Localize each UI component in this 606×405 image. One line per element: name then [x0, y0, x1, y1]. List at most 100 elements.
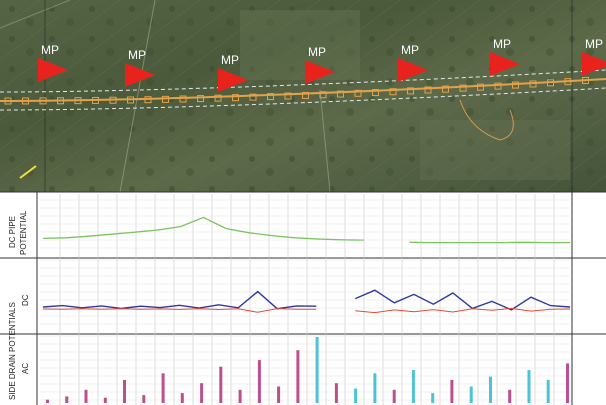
route-point: [442, 85, 449, 93]
side-drain-ac-spike: [546, 379, 550, 403]
side-drain-ac-spike: [469, 386, 473, 403]
side-drain-ac-spike: [123, 379, 126, 403]
mp-label: MP: [585, 37, 603, 51]
side-drain-ac-spike: [238, 389, 242, 403]
route-point: [354, 89, 362, 97]
route-point: [57, 97, 64, 105]
panel-label-dc-pipe-line2: POTENTIAL: [19, 210, 28, 255]
route-point: [22, 97, 29, 105]
dc-pipe-potential-series: [42, 216, 570, 244]
route-point: [214, 94, 222, 102]
panel-label-dc-pipe-line1: DC PIPE: [8, 216, 17, 248]
side-drain-ac-spike: [296, 350, 300, 403]
side-drain-dc-line-secondary: [42, 307, 571, 314]
mile-post-markers: MP MP MP MP MP MP MP: [38, 37, 606, 92]
profile-charts: DC PIPE POTENTIAL SIDE DRAIN POTENTIALS …: [0, 191, 606, 405]
chart-grid: [40, 194, 570, 405]
route-point: [319, 91, 327, 99]
route-point: [529, 80, 537, 88]
side-drain-ac-spike: [334, 383, 338, 403]
side-drain-ac-spike: [354, 388, 358, 403]
route-point: [109, 96, 117, 104]
route-point: [284, 92, 292, 100]
side-drain-ac-spike: [180, 393, 184, 403]
mp-flag-icon: [490, 52, 520, 76]
mp-label: MP: [308, 45, 326, 59]
side-drain-ac-spike: [315, 337, 319, 403]
side-drain-ac-spike: [103, 397, 107, 403]
side-drain-ac-spike: [200, 383, 204, 403]
mp-flag-icon: [398, 58, 428, 82]
route-point: [179, 95, 187, 103]
side-drain-ac-spike: [373, 373, 377, 403]
side-drain-ac-spike: [65, 396, 69, 403]
mp-flag-icon: [218, 68, 248, 92]
mp-flag-icon: [305, 60, 335, 84]
side-drain-ac-spike: [219, 366, 223, 403]
mp-label: MP: [128, 48, 146, 62]
route-point: [407, 87, 414, 95]
mp-label: MP: [221, 53, 239, 67]
route-point: [547, 79, 554, 87]
route-boundary-upper: [0, 69, 606, 93]
route-point: [232, 94, 239, 102]
side-drain-ac-spike: [84, 389, 88, 403]
route-point: [162, 95, 169, 103]
route-point: [127, 96, 134, 104]
route-point: [74, 97, 82, 105]
side-drain-label: SIDE DRAIN POTENTIALS DC AC: [8, 294, 30, 400]
route-point: [389, 88, 397, 96]
route-point: [564, 78, 572, 86]
dc-pipe-potential-line: [42, 216, 570, 244]
route-point: [197, 95, 204, 103]
route-point: [39, 97, 47, 105]
route-point: [459, 84, 467, 92]
route-point: [372, 89, 379, 97]
side-drain-ac-spike: [489, 376, 492, 403]
route-point: [582, 76, 589, 84]
mp-flag-icon: [125, 63, 155, 87]
side-drain-ac-spike: [257, 360, 261, 403]
route-point: [4, 97, 12, 105]
side-drain-ac-spike: [142, 395, 146, 403]
satellite-map: MP MP MP MP MP MP MP: [0, 0, 606, 193]
route-point: [144, 96, 152, 104]
north-arrow-icon: [19, 165, 37, 179]
route-survey-points: [4, 76, 589, 105]
route-point: [337, 90, 344, 98]
mp-label: MP: [493, 37, 511, 51]
side-drain-dc-line: [42, 289, 571, 311]
side-drain-ac-spike: [46, 399, 49, 403]
route-point: [249, 93, 257, 101]
side-drain-ac-spike: [508, 389, 512, 403]
side-drain-ac-spike: [431, 393, 435, 403]
mp-flag-icon: [38, 58, 68, 82]
side-drain-ac-spike: [277, 386, 281, 403]
mp-flag-icon: [582, 52, 606, 76]
dc-pipe-potential-label: DC PIPE POTENTIAL: [8, 210, 28, 255]
side-drain-dc-series: [42, 289, 571, 314]
side-drain-ac-spike: [527, 370, 531, 403]
side-drain-ac-spike: [161, 373, 165, 403]
mp-label: MP: [401, 43, 419, 57]
route-boundary-lower: [0, 87, 606, 111]
side-drain-ac-spike: [566, 363, 569, 403]
route-point: [494, 82, 502, 90]
mp-label: MP: [41, 43, 59, 57]
side-drain-ac-spike: [392, 389, 396, 403]
route-point: [512, 81, 519, 89]
side-drain-ac-spike: [450, 379, 454, 403]
route-point: [302, 91, 309, 99]
panel-label-side-drain: SIDE DRAIN POTENTIALS: [8, 302, 17, 400]
route-point: [92, 96, 99, 104]
side-drain-ac-spike: [411, 370, 415, 403]
route-point: [477, 83, 484, 91]
panel-label-ac: AC: [21, 363, 30, 374]
pipeline-route: [0, 78, 606, 102]
side-drain-ac-series: [46, 337, 569, 403]
panel-label-dc: DC: [21, 294, 30, 306]
route-point: [424, 86, 432, 94]
route-point: [267, 93, 274, 101]
